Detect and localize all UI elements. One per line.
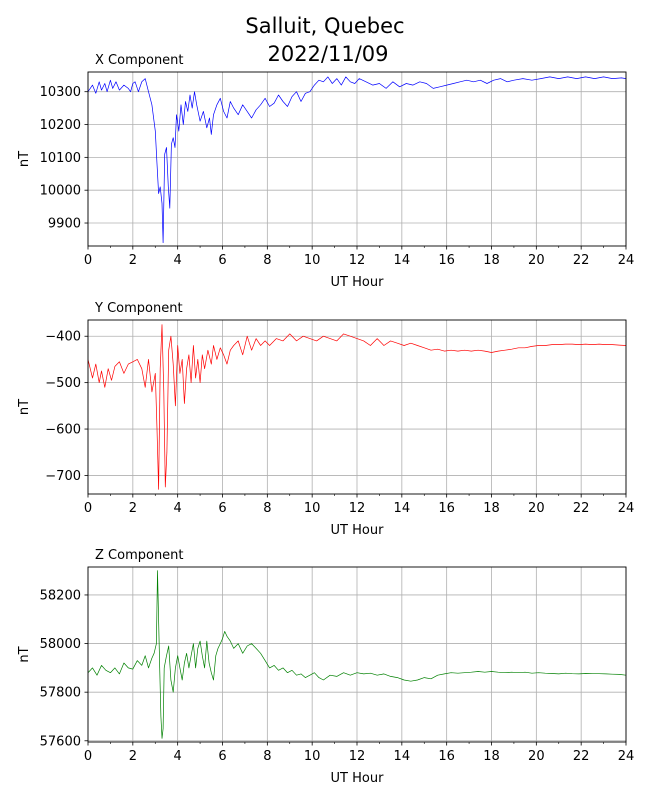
x-tick-label: 14	[394, 501, 411, 516]
y-tick-label: 10200	[40, 118, 81, 133]
series-line-y	[87, 324, 627, 490]
chart-panel-x-component: 0 2 4 6 8 10 12 14 16 18 20 22 249900100001010010200…	[17, 53, 634, 290]
x-tick-label: 10	[304, 749, 321, 764]
x-tick-label: 0	[84, 749, 92, 764]
figure-title-line1: Salluit, Quebec	[245, 14, 404, 38]
x-tick-label: 22	[573, 749, 590, 764]
x-tick-label: 14	[394, 253, 411, 268]
x-tick-label: 12	[349, 749, 366, 764]
x-tick-label: 22	[573, 253, 590, 268]
x-tick-label: 4	[174, 749, 182, 764]
x-tick-label: 20	[528, 749, 545, 764]
x-tick-label: 18	[483, 749, 500, 764]
x-tick-label: 12	[349, 501, 366, 516]
x-tick-label: 14	[394, 749, 411, 764]
x-tick-label: 6	[218, 749, 226, 764]
y-tick-label: 10100	[40, 151, 81, 166]
panel-title: X Component	[95, 53, 184, 68]
x-tick-label: 22	[573, 501, 590, 516]
x-tick-label: 8	[263, 501, 271, 516]
series-line-x	[87, 76, 627, 244]
chart-panel-z-component: 0 2 4 6 8 10 12 14 16 18 20 22 245760057800580005820…	[17, 548, 634, 786]
y-axis-label: nT	[17, 399, 32, 415]
x-tick-label: 0	[84, 253, 92, 268]
x-tick-label: 10	[304, 501, 321, 516]
x-axis-label: UT Hour	[331, 275, 385, 290]
y-tick-label: 10000	[40, 184, 81, 199]
y-tick-label: −400	[45, 330, 81, 345]
x-tick-label: 16	[438, 749, 455, 764]
x-tick-label: 20	[528, 501, 545, 516]
figure-title-line2: 2022/11/09	[267, 42, 388, 66]
panel-title: Y Component	[94, 301, 183, 316]
x-tick-label: 16	[438, 253, 455, 268]
panel-title: Z Component	[95, 548, 184, 563]
x-tick-label: 0	[84, 501, 92, 516]
x-tick-label: 12	[349, 253, 366, 268]
x-tick-label: 20	[528, 253, 545, 268]
plot-frame	[87, 566, 627, 743]
x-tick-label: 8	[263, 749, 271, 764]
y-tick-label: 57600	[40, 734, 81, 749]
x-tick-label: 16	[438, 501, 455, 516]
x-tick-label: 18	[483, 501, 500, 516]
x-axis-label: UT Hour	[331, 523, 385, 538]
y-axis-label: nT	[17, 151, 32, 167]
x-tick-label: 6	[218, 253, 226, 268]
y-tick-label: 10300	[40, 85, 81, 100]
x-axis-label: UT Hour	[331, 771, 385, 786]
x-tick-label: 24	[618, 501, 635, 516]
x-tick-label: 4	[174, 253, 182, 268]
plot-frame	[87, 71, 627, 247]
x-tick-label: 2	[129, 749, 137, 764]
x-tick-label: 6	[218, 501, 226, 516]
x-tick-label: 24	[618, 749, 635, 764]
x-tick-label: 2	[129, 253, 137, 268]
x-tick-label: 10	[304, 253, 321, 268]
y-tick-label: 58000	[40, 637, 81, 652]
series-line-z	[87, 570, 627, 739]
plot-frame	[87, 319, 627, 495]
y-tick-label: 58200	[40, 588, 81, 603]
x-tick-label: 4	[174, 501, 182, 516]
y-tick-label: 57800	[40, 686, 81, 701]
x-tick-label: 2	[129, 501, 137, 516]
y-tick-label: 9900	[48, 217, 81, 232]
x-tick-label: 18	[483, 253, 500, 268]
y-tick-label: −700	[45, 469, 81, 484]
y-axis-label: nT	[17, 646, 32, 662]
y-tick-label: −500	[45, 376, 81, 391]
x-tick-label: 8	[263, 253, 271, 268]
x-tick-label: 24	[618, 253, 635, 268]
y-tick-label: −600	[45, 423, 81, 438]
